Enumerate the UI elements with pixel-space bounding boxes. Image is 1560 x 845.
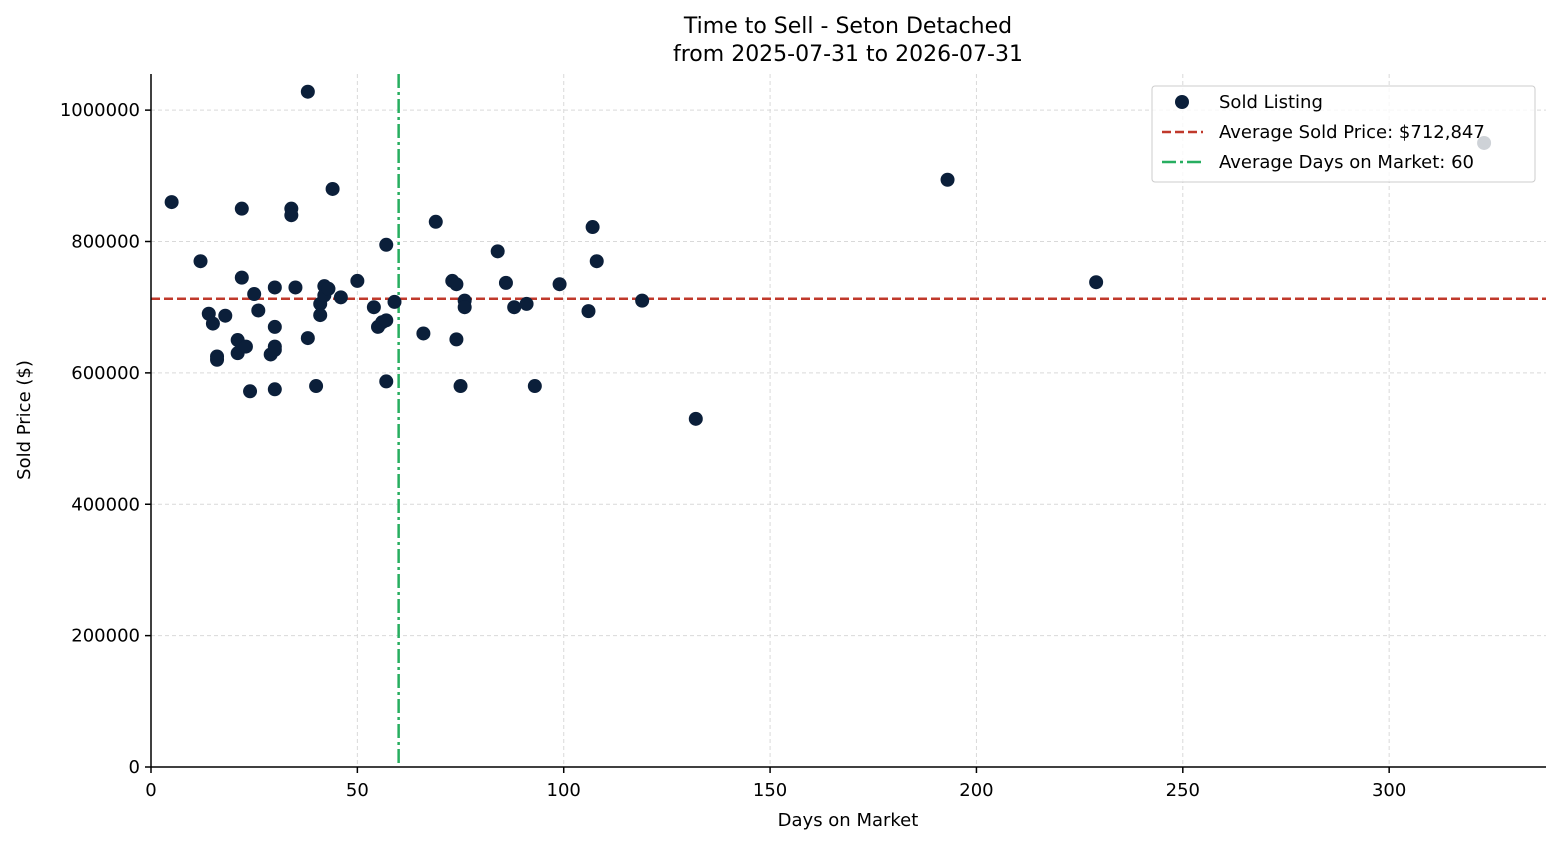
data-point [300,84,315,99]
legend-label-sold: Sold Listing [1219,92,1323,113]
data-point [234,270,249,285]
data-point [321,281,336,296]
data-point [581,304,596,319]
x-tick-label: 0 [145,780,156,801]
legend-box [1151,85,1536,183]
data-point [309,379,324,394]
data-point [552,277,567,292]
y-axis-label: Sold Price ($) [14,360,35,480]
data-point [267,382,282,397]
reference-lines [151,74,1546,767]
data-point [1089,275,1104,290]
y-tick-label: 1000000 [60,100,140,121]
data-point [350,273,365,288]
x-tick-label: 100 [547,780,581,801]
legend-marker-sold [1175,95,1189,109]
data-point [379,374,394,389]
data-point [325,181,340,196]
data-point [234,201,249,216]
data-point [164,195,179,210]
data-point [589,254,604,269]
data-point [205,316,220,331]
y-ticks: 0 200000 400000 600000 800000 1000000 [60,100,151,778]
y-tick-label: 600000 [71,363,140,384]
data-point [267,319,282,334]
y-tick-label: 800000 [71,232,140,253]
data-point [313,308,328,323]
data-point [527,379,542,394]
data-point [940,172,955,187]
legend-label-avg-days: Average Days on Market: 60 [1219,152,1474,173]
data-point [416,326,431,341]
data-point [635,293,650,308]
data-point [449,277,464,292]
legend-label-avg-price: Average Sold Price: $712,847 [1219,122,1485,143]
data-point [379,237,394,252]
x-ticks: 0 50 100 150 200 250 300 [145,767,1406,801]
data-point [251,303,266,318]
chart-title: Time to Sell - Seton Detached [683,14,1012,39]
data-point [267,342,282,357]
x-tick-label: 300 [1372,780,1406,801]
data-point [333,290,348,305]
x-tick-label: 200 [959,780,993,801]
data-point [428,214,443,229]
chart-subtitle: from 2025-07-31 to 2026-07-31 [673,42,1023,67]
data-point [379,313,394,328]
data-point [490,244,505,259]
x-axis-label: Days on Market [778,810,919,831]
x-tick-label: 150 [753,780,787,801]
y-tick-label: 400000 [71,494,140,515]
y-tick-label: 0 [129,757,140,778]
x-tick-label: 50 [346,780,369,801]
data-point [243,384,258,399]
data-points [164,84,1492,426]
legend: Sold Listing Average Sold Price: $712,84… [1151,85,1536,183]
data-point [288,280,303,295]
data-point [498,275,513,290]
data-point [507,300,522,315]
data-point [300,331,315,346]
data-point [193,254,208,269]
data-point [238,339,253,354]
data-point [688,411,703,426]
data-point [449,332,464,347]
data-point [247,287,262,302]
data-point [218,308,233,323]
y-tick-label: 200000 [71,626,140,647]
axes [150,74,1546,768]
data-point [585,220,600,235]
data-point [267,280,282,295]
data-point [284,208,299,223]
data-point [210,352,225,367]
x-tick-label: 250 [1166,780,1200,801]
data-point [519,296,534,311]
data-point [387,294,402,309]
data-point [457,300,472,315]
data-point [453,379,468,394]
data-point [366,300,381,315]
